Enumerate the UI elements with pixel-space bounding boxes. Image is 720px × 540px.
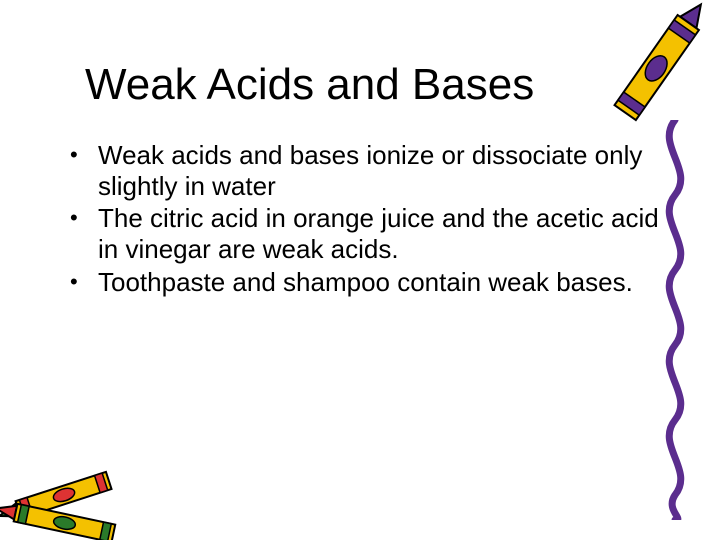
bullet-dot: •	[70, 203, 98, 264]
slide-body: • Weak acids and bases ionize or dissoci…	[70, 140, 660, 299]
bullet-item: • Toothpaste and shampoo contain weak ba…	[70, 267, 660, 298]
bullet-item: • Weak acids and bases ionize or dissoci…	[70, 140, 660, 201]
bullet-item: • The citric acid in orange juice and th…	[70, 203, 660, 264]
bullet-text: The citric acid in orange juice and the …	[98, 203, 660, 264]
slide-title: Weak Acids and Bases	[85, 60, 534, 110]
bullet-text: Toothpaste and shampoo contain weak base…	[98, 267, 660, 298]
bullet-text: Weak acids and bases ionize or dissociat…	[98, 140, 660, 201]
crayons-icon	[0, 430, 160, 540]
slide: Weak Acids and Bases • Weak acids and ba…	[0, 0, 720, 540]
bullet-dot: •	[70, 267, 98, 298]
crayon-icon	[585, 0, 720, 150]
bullet-dot: •	[70, 140, 98, 201]
